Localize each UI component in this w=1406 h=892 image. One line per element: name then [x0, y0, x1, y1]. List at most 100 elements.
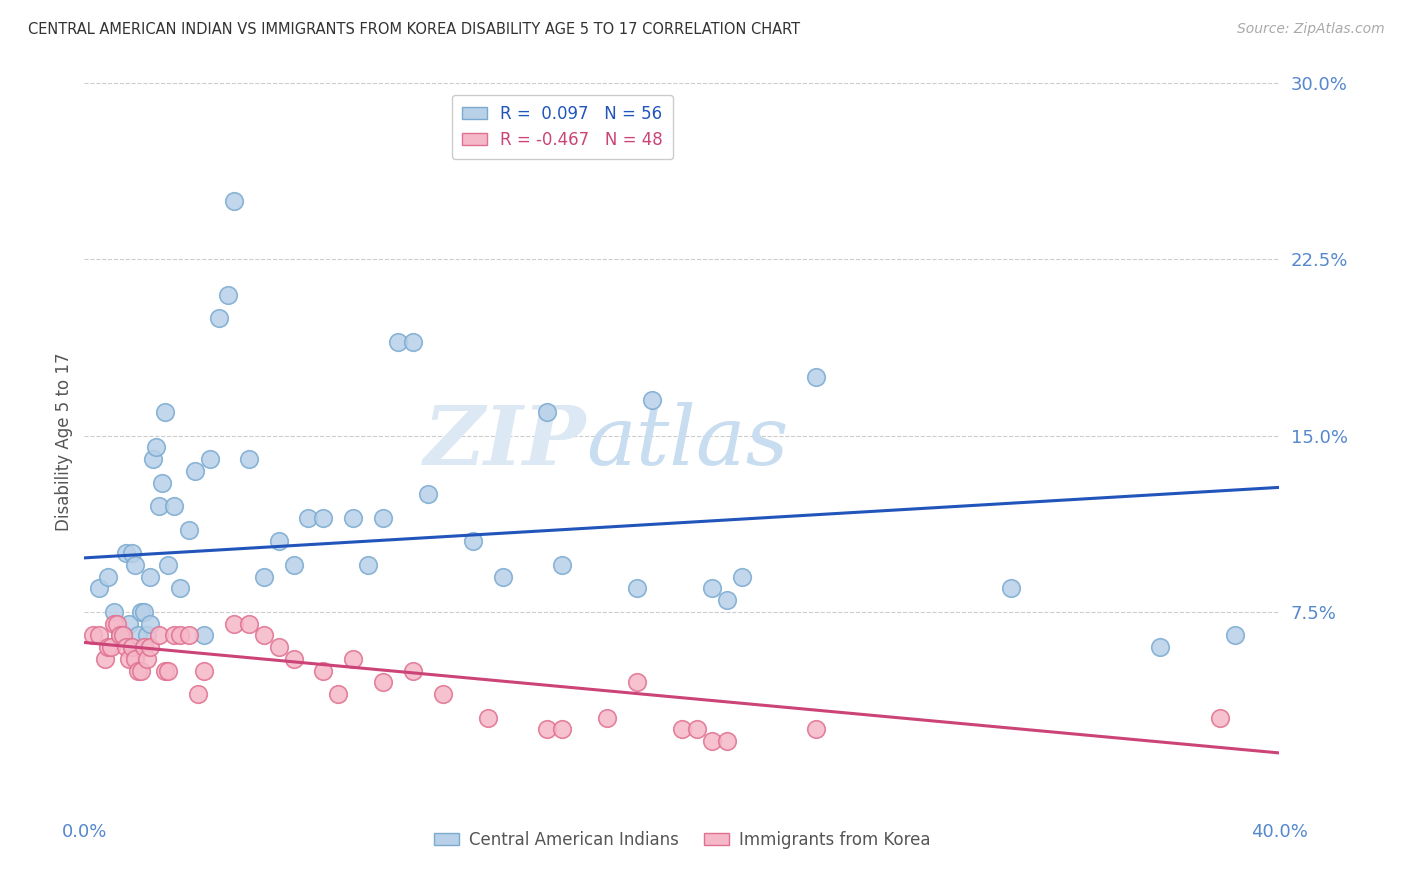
Point	[402, 664, 425, 678]
Point	[121, 640, 143, 655]
Point	[253, 570, 276, 584]
Point	[402, 334, 425, 349]
Y-axis label: Disability Age 5 to 17: Disability Age 5 to 17	[55, 352, 73, 531]
Text: Source: ZipAtlas.com: Source: ZipAtlas.com	[1237, 22, 1385, 37]
Point	[217, 287, 239, 301]
Point	[208, 311, 231, 326]
Point	[127, 664, 149, 678]
Point	[806, 723, 828, 737]
Point	[169, 582, 191, 596]
Point	[132, 640, 156, 655]
Point	[112, 628, 135, 642]
Point	[94, 652, 117, 666]
Text: atlas: atlas	[586, 401, 789, 482]
Point	[139, 616, 162, 631]
Point	[1223, 628, 1246, 642]
Point	[373, 675, 395, 690]
Legend: Central American Indians, Immigrants from Korea: Central American Indians, Immigrants fro…	[427, 824, 936, 855]
Point	[105, 616, 128, 631]
Point	[700, 582, 723, 596]
Point	[641, 393, 664, 408]
Point	[238, 452, 260, 467]
Text: CENTRAL AMERICAN INDIAN VS IMMIGRANTS FROM KOREA DISABILITY AGE 5 TO 17 CORRELAT: CENTRAL AMERICAN INDIAN VS IMMIGRANTS FR…	[28, 22, 800, 37]
Point	[157, 558, 180, 572]
Point	[253, 628, 276, 642]
Point	[148, 628, 170, 642]
Point	[110, 628, 132, 642]
Point	[103, 616, 125, 631]
Point	[461, 534, 484, 549]
Point	[551, 723, 574, 737]
Point	[222, 194, 245, 208]
Point	[132, 605, 156, 619]
Point	[686, 723, 709, 737]
Point	[82, 628, 104, 642]
Point	[100, 640, 122, 655]
Point	[129, 664, 152, 678]
Point	[153, 664, 176, 678]
Point	[1149, 640, 1171, 655]
Point	[342, 511, 364, 525]
Point	[169, 628, 191, 642]
Point	[267, 640, 290, 655]
Point	[142, 452, 165, 467]
Point	[124, 558, 146, 572]
Point	[536, 723, 558, 737]
Point	[731, 570, 754, 584]
Point	[267, 534, 290, 549]
Point	[492, 570, 515, 584]
Point	[328, 687, 350, 701]
Point	[103, 605, 125, 619]
Point	[193, 664, 215, 678]
Point	[283, 558, 305, 572]
Point	[184, 464, 207, 478]
Point	[115, 640, 138, 655]
Point	[110, 628, 132, 642]
Point	[312, 664, 335, 678]
Point	[312, 511, 335, 525]
Point	[112, 628, 135, 642]
Point	[139, 640, 162, 655]
Text: ZIP: ZIP	[423, 401, 586, 482]
Point	[187, 687, 209, 701]
Point	[716, 593, 738, 607]
Point	[89, 582, 111, 596]
Point	[1000, 582, 1022, 596]
Point	[121, 546, 143, 560]
Point	[139, 570, 162, 584]
Point	[1209, 711, 1232, 725]
Point	[297, 511, 319, 525]
Point	[387, 334, 409, 349]
Point	[477, 711, 499, 725]
Point	[700, 734, 723, 748]
Point	[671, 723, 693, 737]
Point	[177, 523, 200, 537]
Point	[163, 499, 186, 513]
Point	[121, 640, 143, 655]
Point	[238, 616, 260, 631]
Point	[536, 405, 558, 419]
Point	[89, 628, 111, 642]
Point	[551, 558, 574, 572]
Point	[806, 370, 828, 384]
Point	[222, 616, 245, 631]
Point	[373, 511, 395, 525]
Point	[148, 499, 170, 513]
Point	[163, 628, 186, 642]
Point	[127, 628, 149, 642]
Point	[157, 664, 180, 678]
Point	[626, 675, 648, 690]
Point	[136, 652, 159, 666]
Point	[283, 652, 305, 666]
Point	[118, 652, 141, 666]
Point	[198, 452, 221, 467]
Point	[342, 652, 364, 666]
Point	[193, 628, 215, 642]
Point	[150, 475, 173, 490]
Point	[97, 570, 120, 584]
Point	[626, 582, 648, 596]
Point	[145, 441, 167, 455]
Point	[129, 605, 152, 619]
Point	[115, 546, 138, 560]
Point	[118, 616, 141, 631]
